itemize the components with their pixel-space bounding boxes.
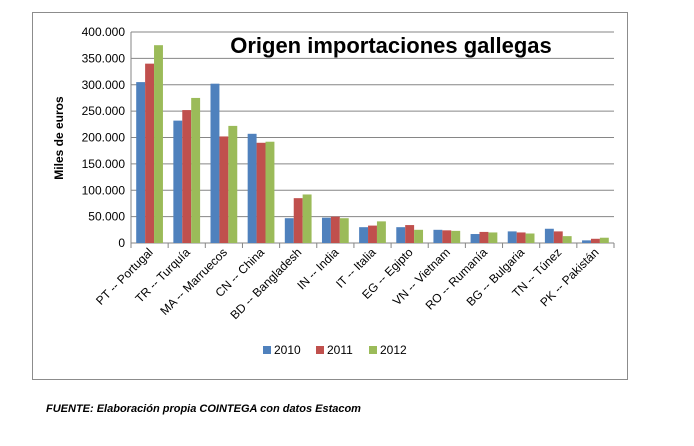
bar-2011-6 [368, 225, 377, 243]
bar-2010-2 [210, 83, 220, 243]
y-tick-label: 200.000 [82, 131, 126, 145]
bar-2010-4 [284, 218, 294, 243]
bar-2010-7 [396, 227, 406, 243]
legend-swatch-2010 [263, 346, 271, 354]
bar-2011-10 [516, 232, 526, 243]
category-label: MA -- Marruecos [157, 245, 230, 318]
bar-2012-9 [488, 232, 498, 243]
bar-2010-10 [507, 231, 517, 243]
chart-title: Origen importaciones gallegas [230, 33, 552, 58]
bar-2012-1 [191, 97, 201, 243]
bar-2012-0 [154, 45, 163, 243]
bar-2011-8 [442, 230, 452, 243]
chart-frame: 0 50.000 100.000 150.000 200.000 250.000 300.0… [32, 12, 628, 380]
bar-2010-11 [544, 228, 554, 243]
y-tick-label: 250.000 [82, 104, 126, 118]
category-label: BD -- Bangladesh [227, 245, 304, 322]
y-axis-label: Miles de euros [52, 96, 66, 180]
bar-2010-8 [433, 229, 443, 243]
bar-2011-12 [590, 238, 600, 243]
legend-label-2012: 2012 [380, 343, 407, 357]
bar-2011-2 [219, 136, 229, 243]
bar-2011-0 [145, 63, 155, 244]
y-tick-label: 300.000 [82, 78, 126, 92]
bar-2011-11 [553, 231, 563, 243]
bar-2012-11 [562, 236, 572, 243]
bar-chart: 0 50.000 100.000 150.000 200.000 250.000 300.0… [52, 25, 615, 357]
bar-2010-0 [136, 82, 146, 243]
bar-2012-10 [525, 233, 535, 243]
source-note: FUENTE: Elaboración propia COINTEGA con … [46, 403, 361, 415]
y-tick-label: 150.000 [82, 157, 126, 171]
bar-2010-12 [582, 240, 591, 243]
y-tick-label: 400.000 [82, 25, 126, 39]
bar-2012-4 [302, 194, 312, 243]
bar-2012-5 [339, 218, 349, 243]
bar-2010-6 [359, 227, 369, 243]
bar-2012-7 [414, 229, 424, 243]
bar-2012-2 [228, 125, 238, 243]
bar-2010-3 [247, 133, 257, 243]
bar-2012-12 [599, 237, 609, 243]
bar-2011-7 [405, 225, 415, 243]
bar-2011-1 [182, 110, 192, 243]
y-tick-label: 100.000 [82, 183, 126, 197]
legend-swatch-2011 [316, 346, 324, 354]
bar-2010-5 [321, 217, 331, 243]
y-tick-label: 0 [118, 236, 125, 250]
bar-2012-3 [265, 141, 275, 243]
bar-2011-3 [256, 142, 266, 243]
bar-2012-8 [451, 230, 461, 243]
legend-label-2010: 2010 [274, 343, 301, 357]
bar-2012-6 [376, 221, 386, 243]
bar-2011-5 [330, 216, 340, 243]
y-tick-label: 350.000 [82, 51, 126, 65]
bar-2011-9 [479, 231, 489, 243]
legend-label-2011: 2011 [327, 343, 353, 357]
category-label: IN -- India [294, 245, 341, 292]
bar-2011-4 [293, 198, 303, 243]
bar-2010-9 [470, 234, 480, 243]
legend-swatch-2012 [369, 346, 377, 354]
y-tick-label: 50.000 [88, 210, 125, 224]
bar-2010-1 [173, 120, 183, 243]
